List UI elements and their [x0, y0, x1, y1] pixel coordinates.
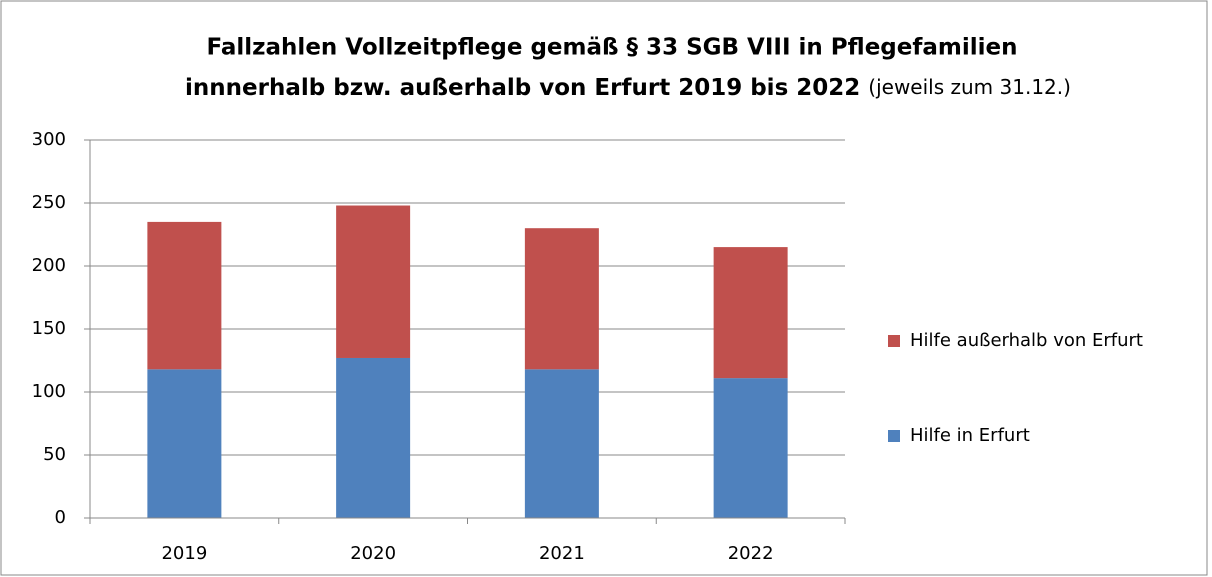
y-tick-label: 300 — [32, 129, 66, 150]
bar-segment — [147, 221, 222, 370]
x-tick-label: 2019 — [161, 543, 207, 564]
legend-swatch — [888, 430, 900, 442]
y-tick-label: 150 — [32, 318, 66, 339]
x-tick-label: 2022 — [728, 543, 774, 564]
chart-subtitle: (jeweils zum 31.12.) — [868, 75, 1071, 99]
bar-segment — [713, 247, 788, 379]
y-tick-label: 100 — [32, 381, 66, 402]
bar-segment — [336, 357, 411, 518]
bar-segment — [524, 228, 599, 370]
x-tick-label: 2020 — [350, 543, 396, 564]
x-tick-label: 2021 — [539, 543, 585, 564]
legend-swatch — [888, 335, 900, 347]
bar-segment — [713, 378, 788, 518]
chart-title: Fallzahlen Vollzeitpflege gemäß § 33 SGB… — [207, 35, 1018, 61]
title-line2: innnerhalb bzw. außerhalb von Erfurt 201… — [185, 75, 860, 101]
bar-segment — [147, 369, 222, 518]
legend-label: Hilfe in Erfurt — [910, 425, 1030, 446]
bar-segment — [524, 369, 599, 518]
y-tick-label: 0 — [55, 507, 66, 528]
legend-label: Hilfe außerhalb von Erfurt — [910, 330, 1143, 351]
y-tick-label: 200 — [32, 255, 66, 276]
bar-segment — [336, 205, 411, 358]
chart-title-line2: innnerhalb bzw. außerhalb von Erfurt 201… — [185, 75, 1071, 101]
y-tick-label: 50 — [43, 444, 66, 465]
y-tick-label: 250 — [32, 192, 66, 213]
